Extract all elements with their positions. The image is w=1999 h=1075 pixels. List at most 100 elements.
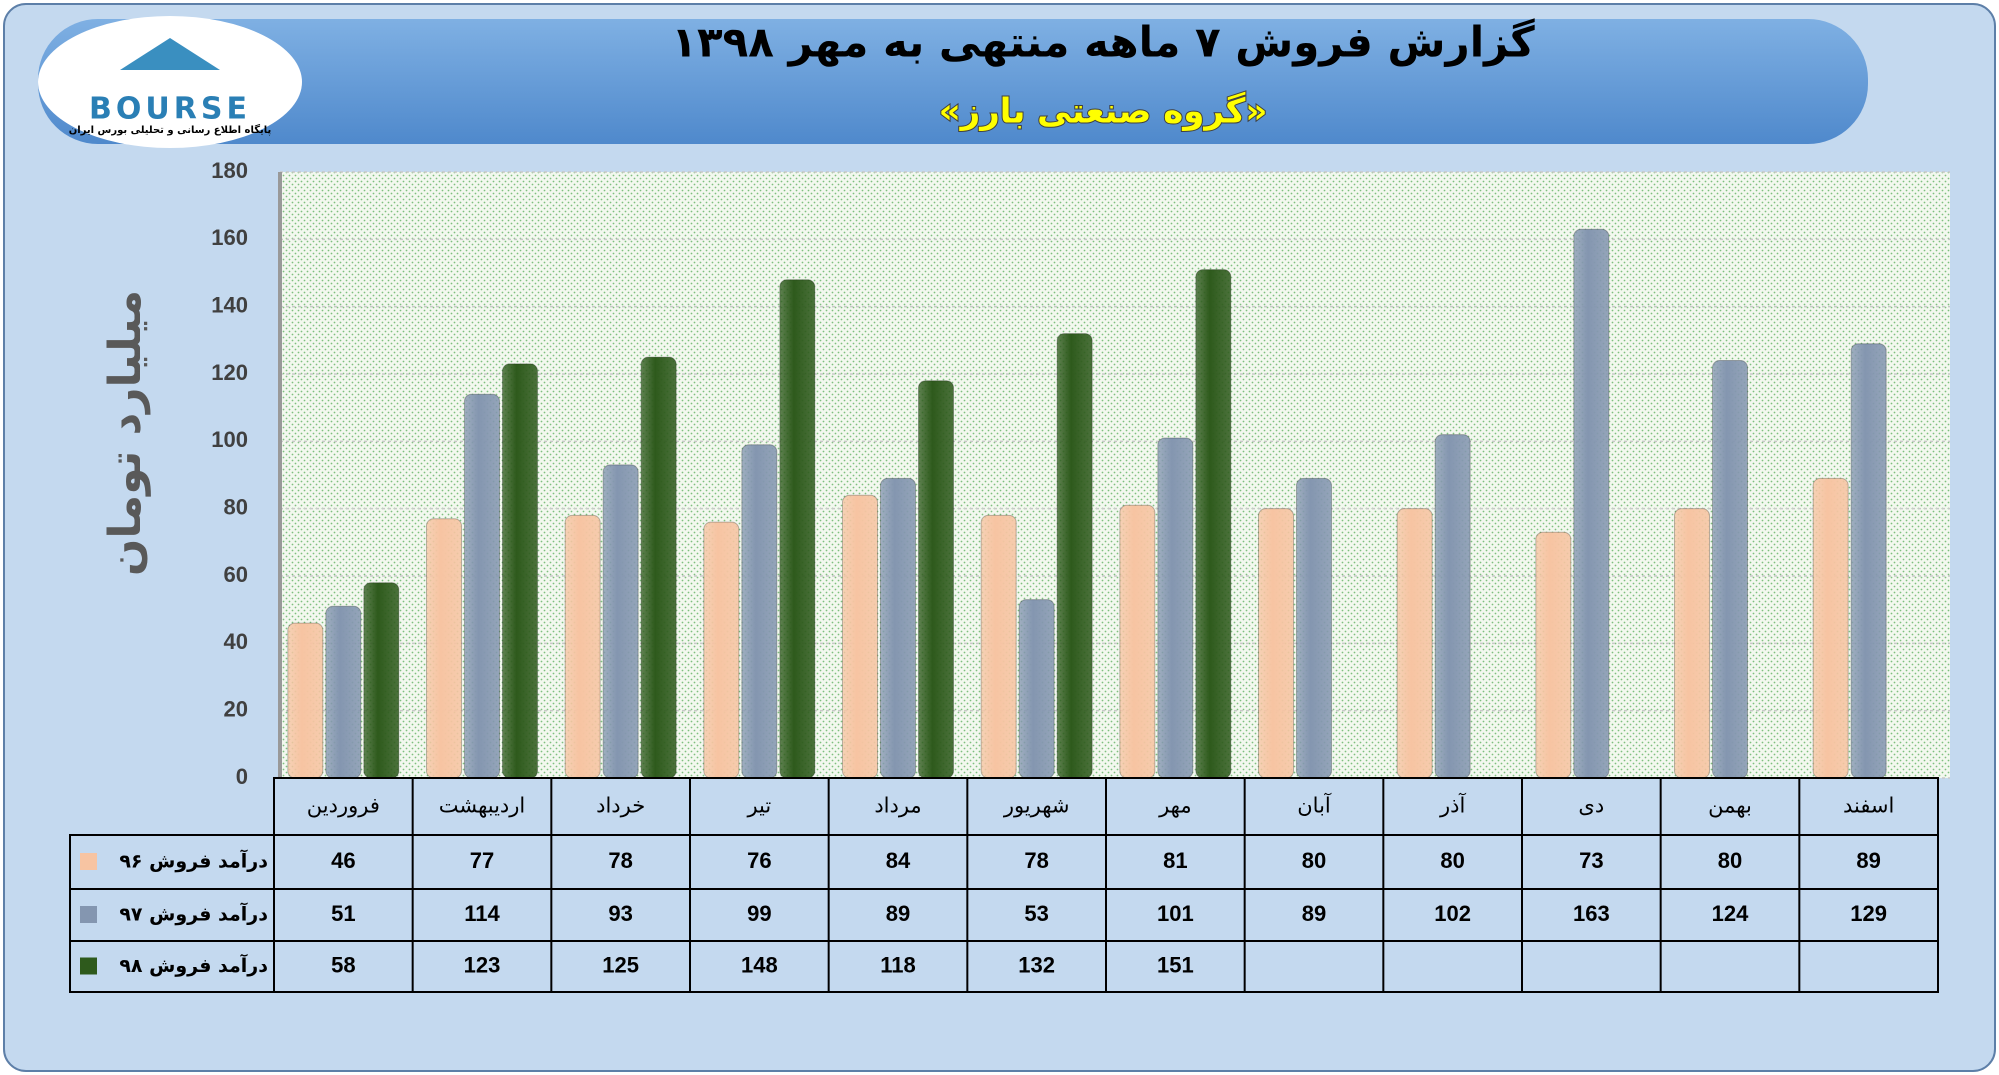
y-tick-label: 120: [211, 360, 248, 385]
legend-label: درآمد فروش ۹۷: [119, 902, 268, 926]
y-tick-label: 160: [211, 225, 248, 250]
bar: [1850, 343, 1887, 779]
bar: [502, 363, 538, 779]
table-value: 125: [602, 952, 639, 977]
bar: [741, 444, 778, 779]
bar: [842, 494, 878, 779]
y-tick-label: 60: [224, 562, 248, 587]
legend-swatch: [80, 957, 97, 975]
bar: [1056, 333, 1093, 779]
table-value: 89: [1302, 901, 1326, 926]
y-axis-label: میلیارد تومان: [100, 290, 151, 576]
bar: [1296, 477, 1332, 779]
logo-text: BOURSE: [89, 92, 251, 127]
y-tick-label: 100: [211, 427, 248, 452]
legend-swatch: [80, 853, 97, 870]
bar: [363, 582, 400, 779]
bar: [1396, 508, 1433, 779]
y-tick-label: 0: [236, 764, 248, 789]
table-value: 51: [331, 901, 355, 926]
table-value: 78: [1024, 848, 1048, 873]
chart-title: گزارش فروش ۷ ماهه منتهی به مهر ۱۳۹۸: [671, 18, 1535, 68]
x-tick-label: تیر: [746, 794, 771, 818]
x-tick-label: آذر: [1439, 793, 1466, 818]
header-band: [38, 19, 1868, 144]
table-value: 53: [1024, 901, 1048, 926]
logo-tagline: پایگاه اطلاع رسانی و تحلیلی بورس ایران: [69, 123, 272, 136]
table-value: 99: [747, 901, 771, 926]
table-value: 46: [331, 848, 355, 873]
table-value: 114: [464, 901, 500, 926]
x-tick-label: خرداد: [596, 794, 645, 818]
bar: [1535, 531, 1572, 779]
plot-area: [280, 172, 1950, 778]
table-value: 163: [1573, 901, 1610, 926]
x-tick-label: فروردین: [307, 794, 380, 818]
table-value: 81: [1163, 848, 1187, 873]
table-value: 89: [1856, 848, 1880, 873]
table-value: 73: [1579, 848, 1603, 873]
bar: [703, 521, 740, 779]
bar: [602, 464, 639, 779]
bar: [880, 477, 916, 779]
bar: [464, 393, 500, 779]
bar: [564, 514, 601, 779]
legend-label: درآمد فروش ۹۸: [119, 953, 268, 977]
table-value: 84: [886, 848, 911, 873]
logo-shape: [120, 38, 220, 70]
y-tick-label: 140: [211, 292, 248, 317]
x-tick-label: شهریور: [1003, 794, 1070, 818]
bar: [1712, 360, 1748, 779]
table-value: 80: [1718, 848, 1742, 873]
table-value: 118: [880, 952, 916, 977]
x-tick-label: دی: [1578, 794, 1604, 818]
table-value: 93: [608, 901, 632, 926]
table-value: 89: [886, 901, 910, 926]
table-value: 129: [1850, 901, 1887, 926]
y-tick-label: 20: [224, 696, 248, 721]
bar: [980, 514, 1017, 779]
table-value: 101: [1157, 901, 1194, 926]
bar: [1157, 437, 1194, 779]
table-value: 80: [1302, 848, 1326, 873]
bar: [640, 356, 677, 779]
table-value: 102: [1434, 901, 1471, 926]
x-tick-label: اردیبهشت: [439, 794, 526, 818]
x-tick-label: آبان: [1297, 793, 1332, 818]
bar: [1119, 504, 1156, 779]
bar: [918, 380, 954, 779]
x-tick-label: مرداد: [874, 794, 921, 818]
table-value: 80: [1440, 848, 1464, 873]
table-value: 124: [1712, 901, 1749, 926]
bar: [1258, 508, 1294, 779]
table-value: 77: [470, 848, 494, 873]
bar: [325, 605, 362, 779]
y-tick-label: 80: [224, 494, 248, 519]
bar: [1812, 477, 1849, 779]
bar: [1434, 434, 1471, 779]
bar: [1573, 228, 1610, 779]
bar: [1674, 508, 1710, 779]
table-value: 78: [608, 848, 632, 873]
table-value: 76: [747, 848, 771, 873]
bar: [779, 279, 816, 779]
x-tick-label: اسفند: [1843, 794, 1894, 818]
table-value: 123: [464, 952, 501, 977]
bar: [1195, 269, 1232, 779]
chart-subtitle: «گروه صنعتی بارز»: [939, 92, 1268, 132]
table-value: 148: [741, 952, 778, 977]
table-value: 151: [1157, 952, 1194, 977]
bar: [426, 518, 462, 779]
bar: [287, 622, 324, 779]
legend-swatch: [80, 906, 97, 923]
table-value: 58: [331, 952, 355, 977]
x-tick-label: مهر: [1158, 794, 1192, 818]
x-tick-label: بهمن: [1708, 794, 1752, 818]
y-tick-label: 180: [211, 158, 248, 183]
logo-bg: [38, 16, 302, 148]
y-tick-label: 40: [224, 629, 248, 654]
bar: [1018, 599, 1055, 779]
table-value: 132: [1018, 952, 1055, 977]
legend-label: درآمد فروش ۹۶: [119, 849, 268, 873]
